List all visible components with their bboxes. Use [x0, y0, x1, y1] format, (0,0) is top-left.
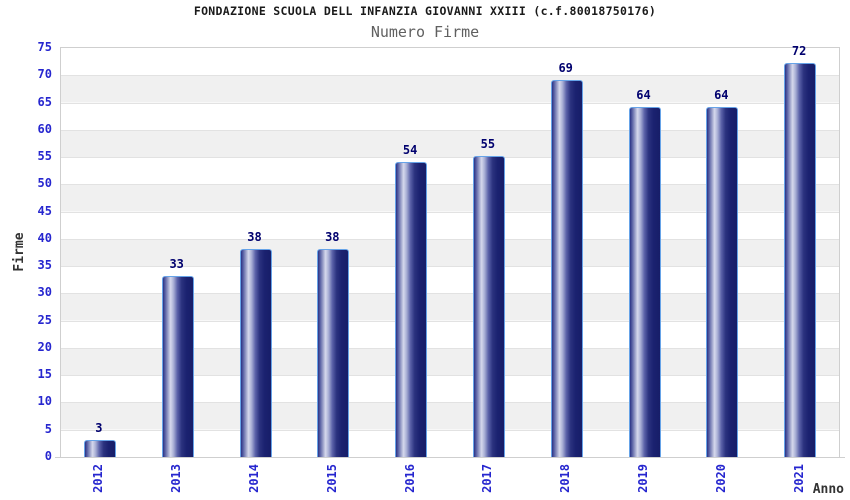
gridline — [61, 211, 839, 213]
bar — [706, 107, 739, 457]
bar-value-label: 3 — [95, 420, 103, 435]
y-tick-label: 30 — [37, 285, 52, 300]
bar — [784, 63, 817, 457]
bar — [395, 161, 428, 457]
gridline — [61, 157, 839, 159]
y-tick-label: 0 — [44, 449, 52, 463]
bar-value-label: 64 — [636, 87, 651, 102]
chart-subtitle: Numero Firme — [370, 23, 480, 41]
gridline — [61, 320, 839, 322]
bar — [550, 79, 583, 457]
y-tick-label: 10 — [37, 394, 52, 409]
gridline — [61, 347, 839, 349]
gridline — [61, 375, 839, 377]
bar — [317, 248, 350, 457]
x-axis-line — [55, 457, 845, 458]
y-tick-label: 70 — [37, 67, 52, 82]
y-tick-label: 65 — [37, 94, 52, 109]
bar — [472, 156, 505, 457]
bar-value-label: 69 — [558, 60, 573, 75]
gridline — [61, 293, 839, 295]
x-axis-title: Anno — [812, 482, 844, 497]
y-tick-label: 55 — [37, 149, 52, 164]
x-tick-label: 2018 — [558, 464, 573, 493]
x-tick-label: 2015 — [324, 464, 339, 493]
x-tick-label: 2013 — [169, 464, 184, 493]
y-tick-label: 15 — [37, 367, 52, 382]
gridline — [61, 129, 839, 131]
chart-title: FONDAZIONE SCUOLA DELL INFANZIA GIOVANNI… — [193, 4, 657, 18]
gridline — [61, 402, 839, 404]
gridline — [61, 102, 839, 104]
bar-value-label: 33 — [169, 257, 184, 272]
bar-value-label: 54 — [402, 142, 418, 157]
bar — [628, 107, 661, 457]
y-tick-label: 35 — [37, 258, 52, 273]
y-tick-label: 75 — [37, 40, 52, 54]
bar-value-label: 38 — [325, 229, 340, 244]
y-tick-label: 40 — [37, 230, 52, 245]
x-tick-label: 2017 — [480, 464, 495, 493]
x-tick-label: 2014 — [247, 464, 261, 493]
plot-area — [60, 47, 840, 458]
y-tick-label: 25 — [37, 312, 52, 327]
bar-value-label: 38 — [247, 229, 262, 244]
y-tick-label: 5 — [44, 421, 52, 436]
x-tick-label: 2012 — [91, 464, 106, 493]
bar — [161, 276, 194, 457]
gridline — [61, 429, 839, 431]
y-tick-label: 60 — [37, 121, 52, 136]
x-tick-label: 2016 — [402, 464, 417, 493]
gridline — [61, 75, 839, 77]
y-tick-label: 20 — [37, 339, 52, 354]
bar — [83, 439, 116, 457]
bar-value-label: 72 — [791, 44, 807, 59]
x-tick-label: 2021 — [791, 464, 806, 493]
bar-value-label: 55 — [480, 137, 496, 152]
bar-value-label: 64 — [714, 87, 729, 102]
x-tick-label: 2019 — [636, 464, 650, 493]
bar — [239, 248, 272, 457]
x-tick-label: 2020 — [713, 464, 728, 493]
gridline — [61, 238, 839, 240]
gridline — [61, 184, 839, 186]
y-tick-label: 45 — [37, 203, 52, 218]
y-tick-label: 50 — [37, 176, 52, 191]
gridline — [61, 266, 839, 268]
